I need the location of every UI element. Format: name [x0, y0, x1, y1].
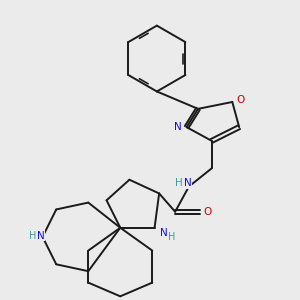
Text: N: N — [184, 178, 191, 188]
Text: H: H — [175, 178, 183, 188]
Text: O: O — [236, 95, 245, 105]
Text: H: H — [168, 232, 175, 242]
Text: H: H — [29, 231, 36, 241]
Text: N: N — [37, 231, 45, 241]
Text: O: O — [203, 207, 211, 217]
Text: N: N — [160, 228, 168, 238]
Text: N: N — [175, 122, 182, 132]
